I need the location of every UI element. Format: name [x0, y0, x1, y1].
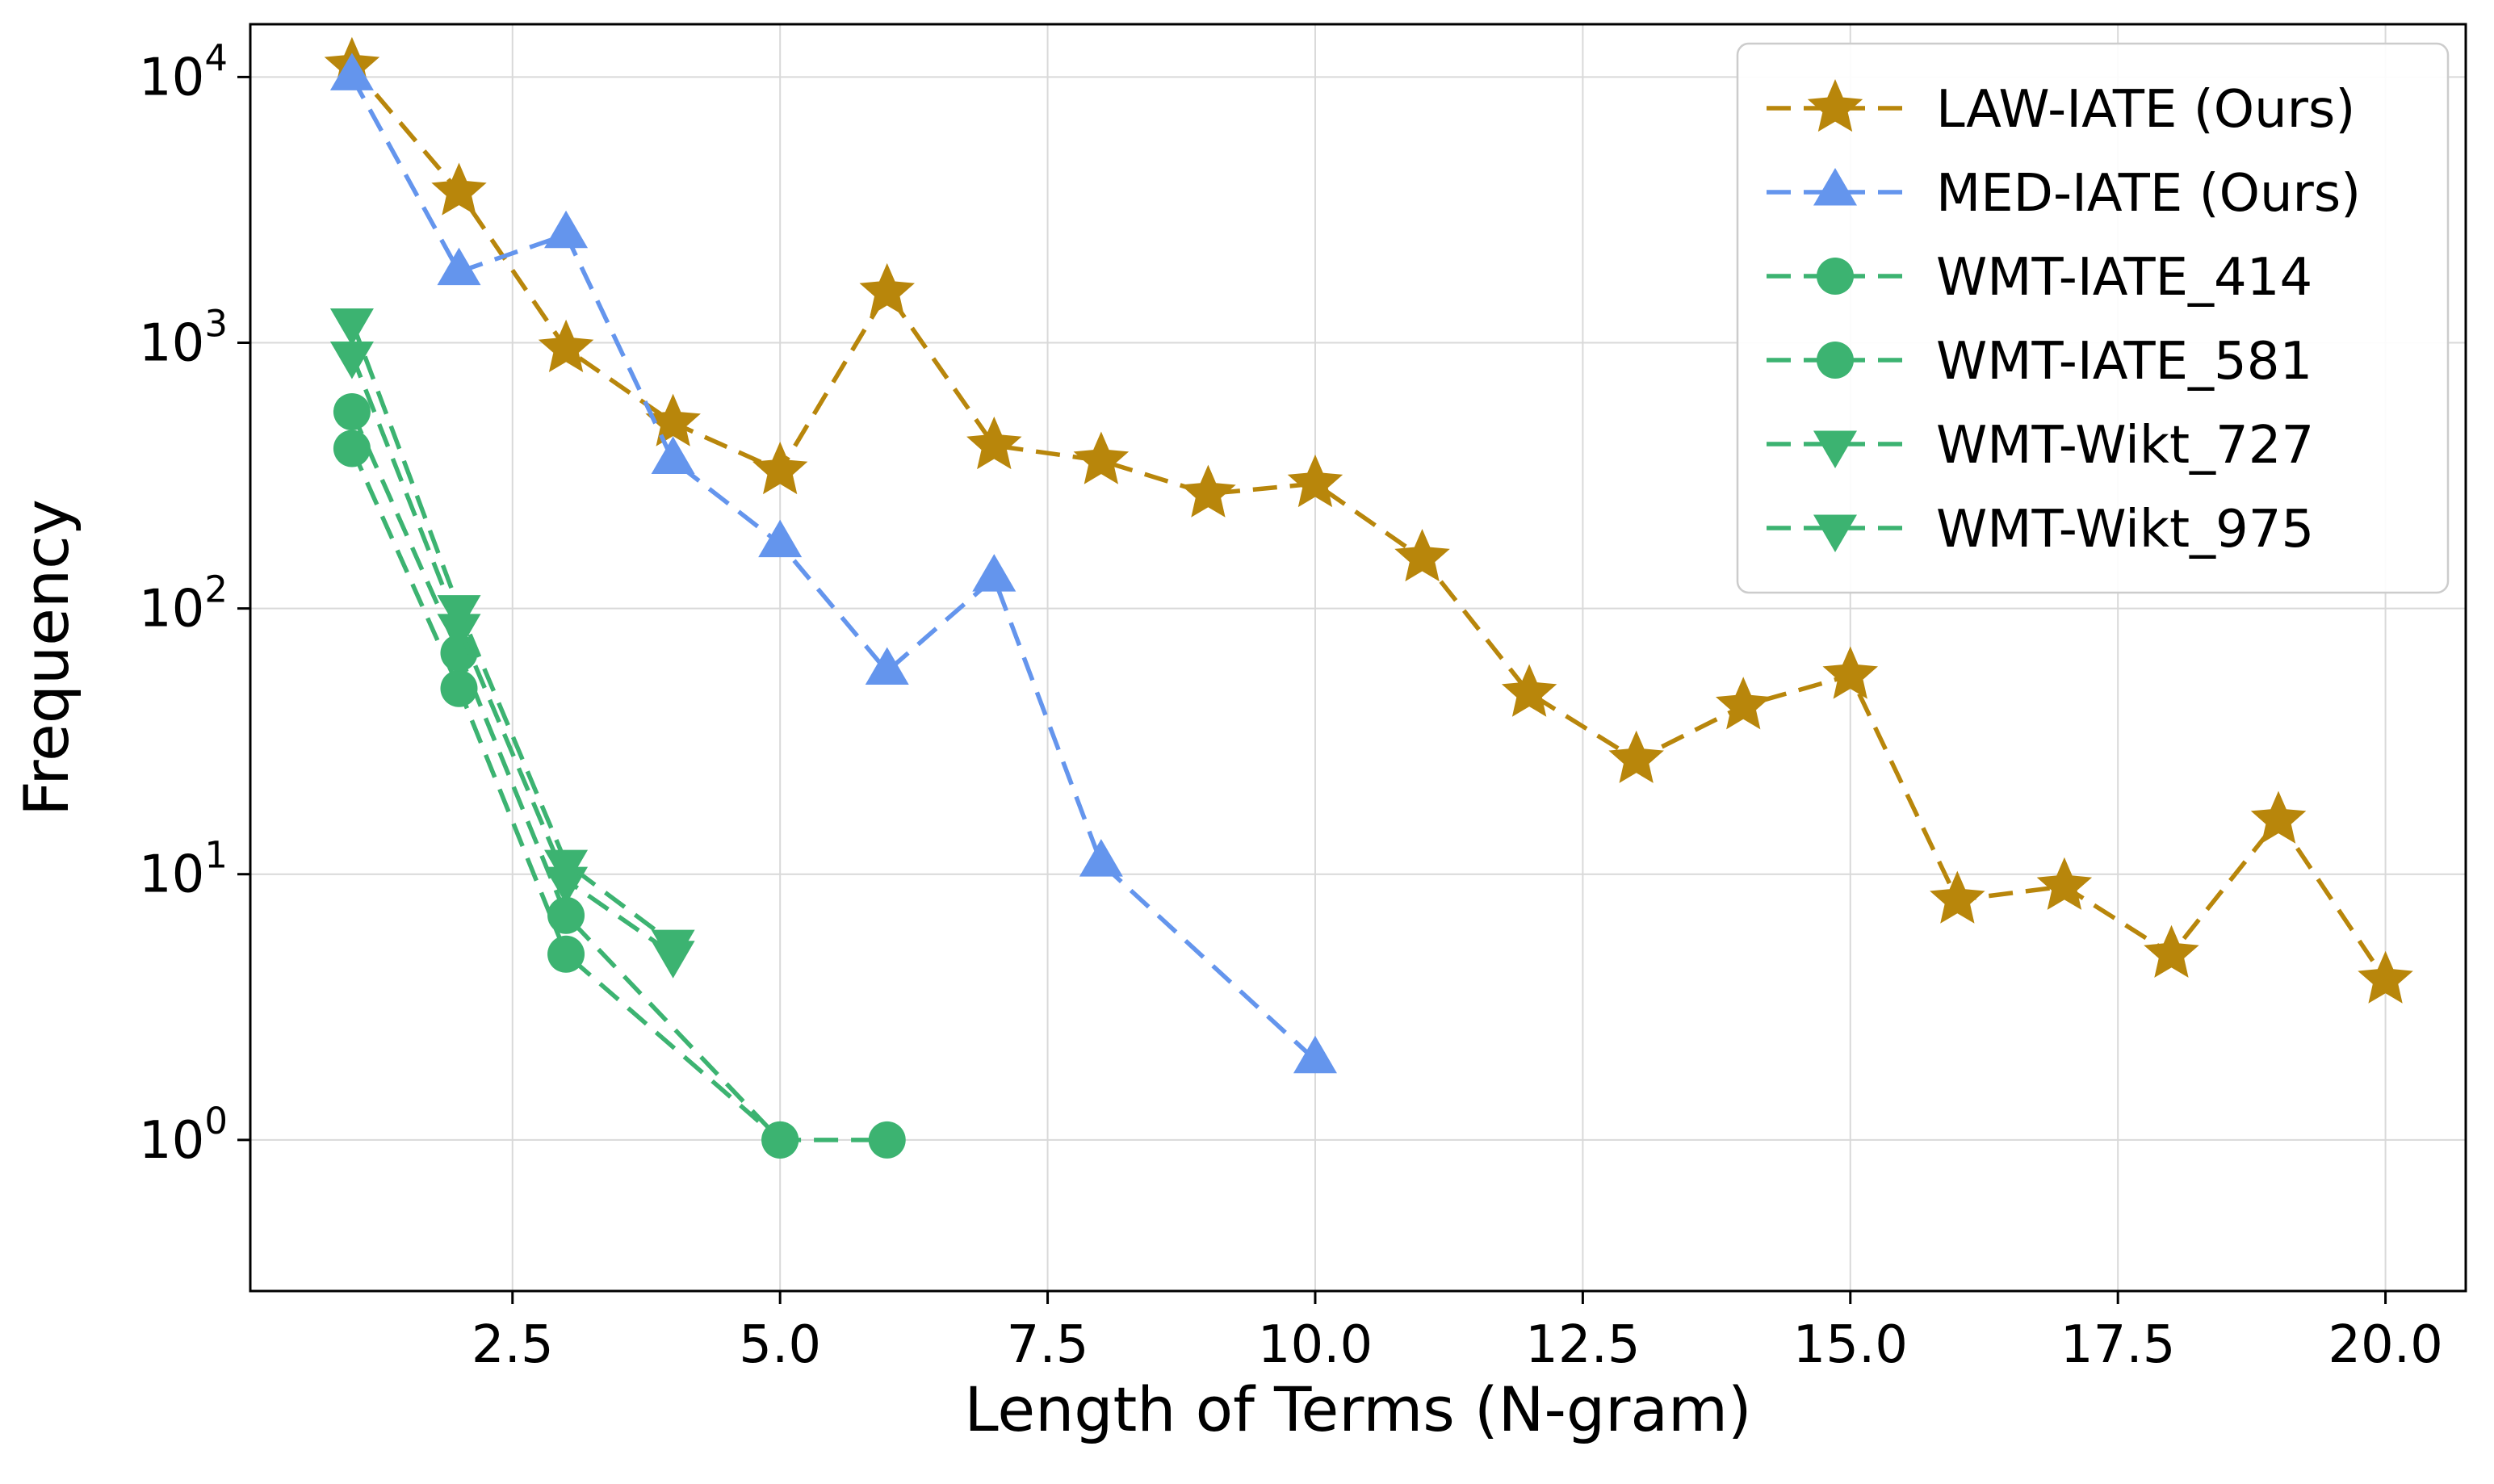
x-tick-label: 12.5: [1525, 1315, 1641, 1375]
x-tick-label: 2.5: [472, 1315, 554, 1375]
triangle-up-marker-icon: [1813, 168, 1857, 206]
x-tick-label: 10.0: [1258, 1315, 1373, 1375]
series-wmt-wikt-975: [329, 308, 695, 968]
legend-item: LAW-IATE (Ours): [1767, 79, 2355, 140]
y-tick-label: 100: [139, 1100, 228, 1171]
legend: LAW-IATE (Ours) MED-IATE (Ours) WMT-IATE_4…: [1736, 42, 2450, 594]
y-axis-label: Frequency: [10, 499, 82, 816]
triangle-up-marker-icon: [544, 210, 589, 249]
circle-marker-icon: [1817, 342, 1854, 379]
triangle-up-marker-icon: [651, 436, 695, 475]
series-line: [350, 447, 782, 1142]
circle-marker-icon: [440, 669, 478, 707]
legend-label: LAW-IATE (Ours): [1936, 80, 2355, 140]
star-marker-icon: [1073, 431, 1130, 484]
star-marker-icon: [752, 442, 808, 495]
legend-label: WMT-IATE_414: [1936, 248, 2312, 308]
triangle-down-marker-icon: [1813, 430, 1857, 468]
star-marker-icon: [859, 262, 915, 316]
star-marker-icon: [538, 319, 594, 372]
legend-item: WMT-IATE_414: [1767, 248, 2312, 308]
circle-marker-icon: [1817, 258, 1854, 295]
star-marker-icon: [1930, 870, 1985, 924]
series-law-iate-ours-: [324, 36, 2413, 1004]
triangle-down-marker-icon: [329, 308, 374, 346]
circle-marker-icon: [547, 896, 585, 934]
circle-marker-icon: [761, 1121, 799, 1159]
y-tick-label: 103: [139, 302, 228, 373]
triangle-up-marker-icon: [865, 647, 909, 685]
triangle-up-marker-icon: [1079, 839, 1123, 877]
series-wmt-iate-414: [333, 430, 799, 1159]
axes: 2.5 5.0 7.5 10.0 12.5 15.0 17.5 20.0 100 101 102 10…: [10, 23, 2467, 1445]
x-tick-label: 20.0: [2328, 1315, 2443, 1375]
star-marker-icon: [1501, 664, 1557, 717]
star-marker-icon: [2250, 790, 2307, 844]
series-line: [350, 321, 675, 945]
series-line: [350, 65, 2387, 982]
triangle-down-marker-icon: [437, 595, 481, 633]
triangle-up-marker-icon: [329, 52, 374, 90]
series-line: [350, 354, 675, 957]
star-marker-icon: [2036, 857, 2093, 910]
star-marker-icon: [1807, 79, 1863, 132]
legend-box: [1736, 42, 2450, 594]
x-tick-label: 5.0: [739, 1315, 821, 1375]
legend-item: WMT-Wikt_975: [1767, 500, 2314, 560]
triangle-up-marker-icon: [972, 554, 1016, 592]
legend-item: WMT-Wikt_727: [1767, 416, 2314, 476]
triangle-down-marker-icon: [1813, 514, 1857, 552]
circle-marker-icon: [333, 430, 371, 467]
triangle-up-marker-icon: [758, 519, 803, 558]
series-line: [350, 76, 1317, 1062]
x-tick-label: 7.5: [1007, 1315, 1089, 1375]
legend-label: MED-IATE (Ours): [1936, 164, 2361, 224]
legend-label: WMT-Wikt_975: [1936, 500, 2314, 560]
x-tick-label: 17.5: [2060, 1315, 2176, 1375]
circle-marker-icon: [868, 1121, 906, 1159]
star-marker-icon: [2144, 924, 2199, 978]
triangle-up-marker-icon: [1293, 1035, 1337, 1074]
series-line: [350, 410, 887, 1142]
legend-item: WMT-IATE_581: [1767, 332, 2312, 392]
circle-marker-icon: [547, 935, 585, 973]
y-tick-label: 101: [139, 834, 228, 905]
triangle-down-marker-icon: [544, 849, 589, 888]
star-marker-icon: [966, 416, 1022, 470]
plot-border: [249, 23, 2467, 1293]
legend-label: WMT-IATE_581: [1936, 332, 2312, 392]
triangle-up-marker-icon: [437, 247, 481, 286]
star-marker-icon: [1394, 529, 1450, 582]
star-marker-icon: [1608, 730, 1664, 783]
series-med-iate-ours-: [329, 52, 1337, 1074]
y-tick-label: 104: [139, 36, 228, 107]
y-tick-label: 102: [139, 568, 228, 639]
star-marker-icon: [1180, 464, 1236, 518]
star-marker-icon: [1287, 455, 1343, 508]
legend-item: MED-IATE (Ours): [1767, 164, 2361, 224]
triangle-down-marker-icon: [329, 342, 374, 379]
star-marker-icon: [1822, 646, 1878, 699]
x-axis-label: Length of Terms (N-gram): [964, 1373, 1751, 1445]
star-marker-icon: [1716, 677, 1771, 730]
legend-label: WMT-Wikt_727: [1936, 416, 2314, 476]
star-marker-icon: [431, 162, 487, 216]
star-marker-icon: [2358, 950, 2413, 1004]
triangle-down-marker-icon: [651, 929, 695, 968]
circle-marker-icon: [333, 392, 371, 430]
x-tick-label: 15.0: [1793, 1315, 1909, 1375]
star-marker-icon: [645, 393, 701, 446]
